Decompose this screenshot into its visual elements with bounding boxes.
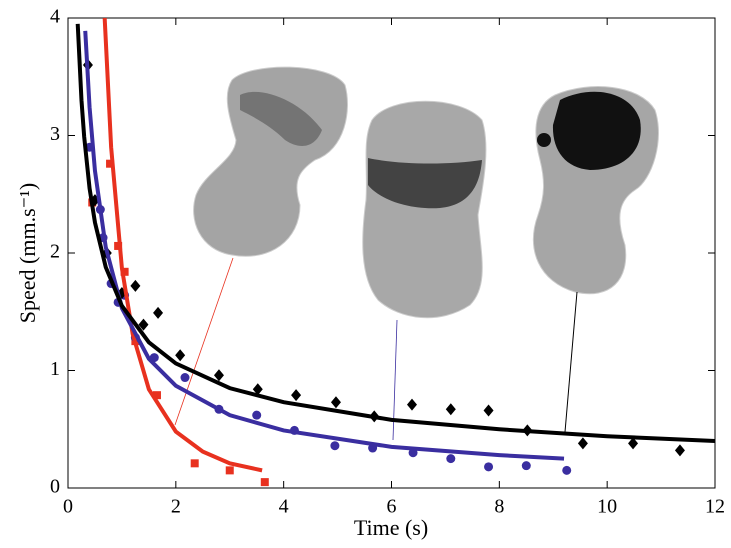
data-point	[190, 459, 199, 468]
inset-image	[193, 66, 348, 257]
x-tick-label: 4	[279, 496, 289, 518]
inset-dark	[368, 158, 482, 209]
x-axis-label: Time (s)	[354, 515, 428, 540]
data-point	[674, 444, 685, 457]
y-axis-label: Speed (mm.s⁻¹)	[15, 183, 40, 323]
y-tick-label: 2	[50, 241, 60, 263]
data-point	[330, 441, 340, 451]
data-point	[120, 267, 129, 276]
inset-dark	[240, 91, 322, 146]
insets	[174, 66, 659, 441]
data-point	[260, 478, 269, 487]
fit-line	[83, 30, 565, 461]
data-point	[153, 306, 164, 319]
data-point	[252, 383, 263, 396]
data-point	[628, 437, 639, 450]
data-point	[521, 461, 531, 471]
x-tick-label: 6	[387, 496, 397, 518]
x-tick-label: 12	[705, 496, 725, 518]
data-point	[130, 279, 141, 292]
data-point	[446, 454, 456, 464]
data-point	[106, 159, 115, 168]
fit-line	[102, 18, 263, 473]
data-point	[445, 403, 456, 416]
data-point	[577, 437, 588, 450]
y-tick-label: 3	[50, 123, 60, 145]
inset-dark	[537, 133, 551, 147]
data-point	[138, 318, 149, 331]
data-point	[562, 465, 572, 475]
x-tick-label: 2	[171, 496, 181, 518]
data-point	[406, 398, 417, 411]
data-point	[484, 462, 494, 472]
y-tick-label: 0	[50, 476, 60, 498]
data-point	[180, 373, 190, 383]
data-point	[213, 369, 224, 382]
connector	[174, 257, 234, 426]
data-point	[252, 410, 262, 420]
y-tick-label: 1	[50, 358, 60, 380]
x-tick-label: 0	[63, 496, 73, 518]
connector	[564, 291, 578, 433]
data-point	[225, 466, 234, 475]
data-point	[483, 404, 494, 417]
y-tick-label: 4	[50, 6, 60, 28]
inset-image	[362, 100, 487, 319]
data-point	[330, 396, 341, 409]
fit-line	[75, 23, 715, 443]
data-point	[152, 391, 161, 400]
x-tick-label: 8	[494, 496, 504, 518]
data-point	[291, 389, 302, 402]
x-tick-label: 10	[597, 496, 617, 518]
data-point	[175, 349, 186, 362]
inset-dark	[552, 91, 641, 170]
